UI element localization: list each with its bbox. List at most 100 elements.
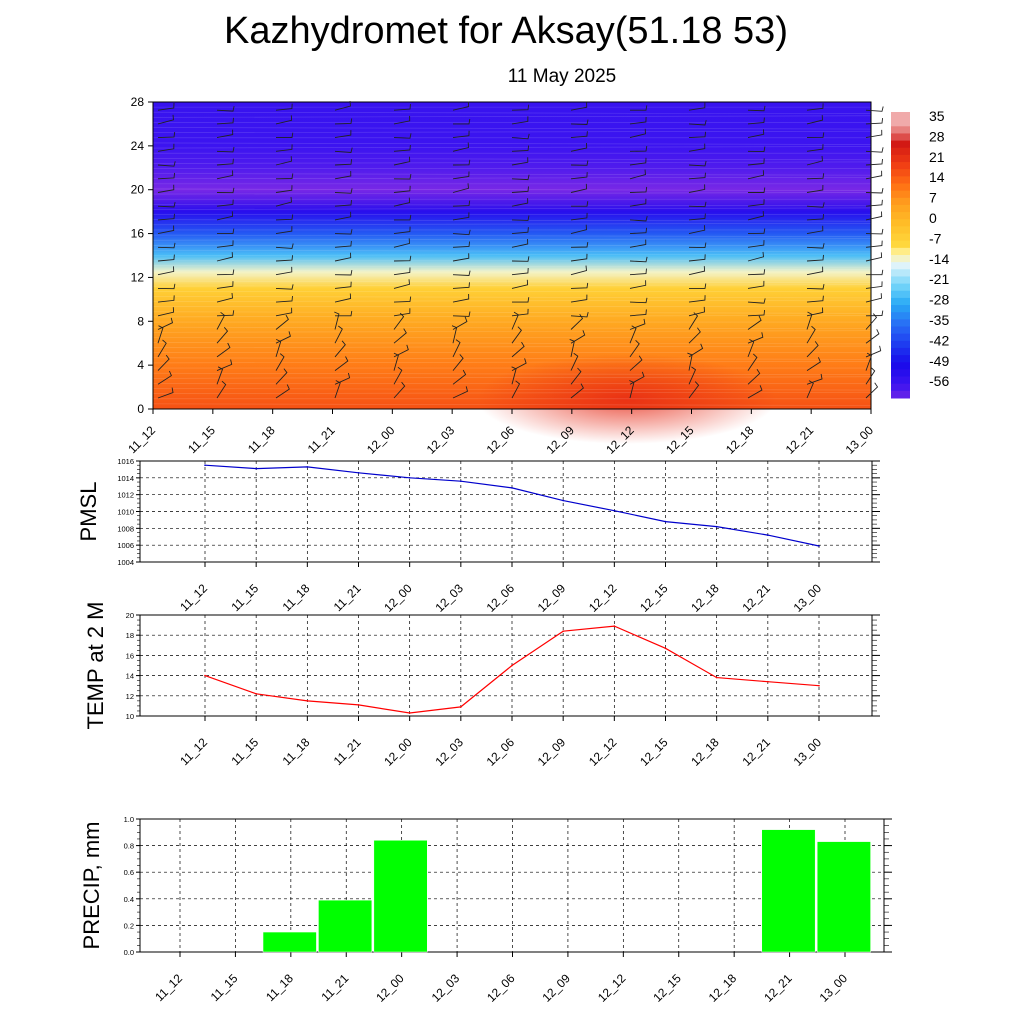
y-tick-label: 1010 xyxy=(117,508,134,517)
wind-barb xyxy=(688,254,706,262)
contour-line xyxy=(152,188,872,191)
wind-barb xyxy=(452,339,461,358)
wind-barb xyxy=(688,295,706,303)
wind-barb xyxy=(393,104,411,111)
colorbar-segment xyxy=(891,276,910,285)
wind-barb xyxy=(157,172,176,180)
wind-barb xyxy=(747,240,765,248)
y-tick-label: 18 xyxy=(126,631,134,640)
wind-barb xyxy=(865,281,883,289)
x-tick-label: 12_09 xyxy=(535,735,569,769)
colorbar: 35 28 21 14 7 0 -7 -14 -21 -28 -35 -42 -49 -56 xyxy=(891,108,949,399)
colorbar-segment xyxy=(891,390,910,399)
y-tick-label: 1016 xyxy=(117,457,134,466)
wind-barb xyxy=(806,225,824,235)
wind-barb xyxy=(806,254,824,262)
contour-line xyxy=(152,176,872,180)
data-point xyxy=(664,520,667,523)
wind-barb xyxy=(570,119,589,125)
wind-barb xyxy=(393,156,411,166)
chart-subtitle: 11 May 2025 xyxy=(507,66,617,87)
wind-barb xyxy=(216,342,231,358)
wind-barb xyxy=(629,198,647,207)
wind-barb xyxy=(806,357,821,371)
chart-title: Kazhydromet for Aksay(51.18 53) xyxy=(224,10,788,52)
contour-line xyxy=(152,299,872,302)
plot-frame xyxy=(139,614,873,717)
wind-barb xyxy=(629,268,647,276)
wind-barb xyxy=(393,328,407,344)
colorbar-segment xyxy=(891,226,910,235)
colorbar-segment xyxy=(891,297,910,306)
wind-barb xyxy=(806,132,825,139)
contour-line xyxy=(152,284,872,287)
wind-barb xyxy=(511,227,529,235)
wind-barb xyxy=(393,279,410,289)
wind-barb xyxy=(275,295,293,303)
wind-barb xyxy=(747,146,766,153)
contour-line xyxy=(152,146,872,149)
colorbar-segment xyxy=(891,376,910,385)
precip-bar xyxy=(318,899,373,953)
x-tick-label: 12_03 xyxy=(432,735,466,769)
y-tick-label: 1.0 xyxy=(124,815,134,824)
wind-barb xyxy=(275,368,288,385)
wind-barb xyxy=(511,380,521,399)
wind-barb xyxy=(452,293,470,303)
wind-barb xyxy=(865,170,883,180)
x-tick-label: 12_09 xyxy=(540,971,574,1005)
wind-barb xyxy=(570,102,588,111)
wind-barb xyxy=(275,243,294,249)
y-tick-label: 0.8 xyxy=(124,842,134,851)
colorbar-segment xyxy=(891,154,910,163)
wind-barb xyxy=(629,215,648,222)
wind-barb xyxy=(747,158,765,166)
y-tick-label: 1006 xyxy=(117,541,134,550)
data-point xyxy=(511,664,513,667)
wind-barb xyxy=(452,241,471,248)
x-tick-label: 12_06 xyxy=(484,581,518,615)
wind-barb xyxy=(629,325,637,344)
data-point xyxy=(715,525,718,528)
wind-barb xyxy=(511,267,529,276)
colorbar-segment xyxy=(891,183,910,192)
temperature-heatmap: 0 4 8 12 16 20 24 28 11_12 11_15 11_18 11_21 12_00 12… xyxy=(125,95,884,457)
contour-line xyxy=(152,403,872,406)
colorbar-segment xyxy=(891,305,910,313)
colorbar-label: 35 xyxy=(929,108,945,124)
contour-line xyxy=(152,111,872,115)
wind-barb xyxy=(512,297,530,303)
colorbar-segment xyxy=(891,347,910,356)
x-tick-label: 12_00 xyxy=(364,423,398,457)
wind-barb xyxy=(747,210,764,221)
wind-barb xyxy=(275,255,294,262)
colorbar-segment xyxy=(891,290,910,299)
x-tick-label: 12_18 xyxy=(688,581,722,615)
wind-barb xyxy=(216,129,234,139)
wind-barb xyxy=(688,201,707,208)
wind-barb xyxy=(629,239,647,248)
wind-barb xyxy=(157,114,174,125)
wind-barb xyxy=(865,106,884,112)
colorbar-label: 7 xyxy=(929,190,937,206)
data-point xyxy=(818,684,820,687)
contour-line xyxy=(152,253,872,256)
colorbar-segment xyxy=(891,247,910,256)
wind-barb xyxy=(747,129,765,139)
wind-barb xyxy=(865,310,884,317)
wind-barb xyxy=(157,283,176,290)
wind-barb xyxy=(334,372,351,385)
wind-barb xyxy=(688,343,704,358)
wind-barb xyxy=(334,340,346,358)
x-tick-label: 13_00 xyxy=(791,581,825,615)
contour-line xyxy=(152,265,872,268)
wind-barb xyxy=(747,117,765,125)
colorbar-segment xyxy=(891,283,910,292)
x-tick-label: 12_15 xyxy=(637,735,671,769)
wind-barb xyxy=(806,115,823,125)
y-tick-label: 16 xyxy=(131,227,145,241)
y-tick-label: 8 xyxy=(137,314,144,328)
x-tick-label: 12_21 xyxy=(739,581,773,615)
x-tick-label: 12_12 xyxy=(595,971,629,1005)
wind-barb xyxy=(453,118,471,125)
